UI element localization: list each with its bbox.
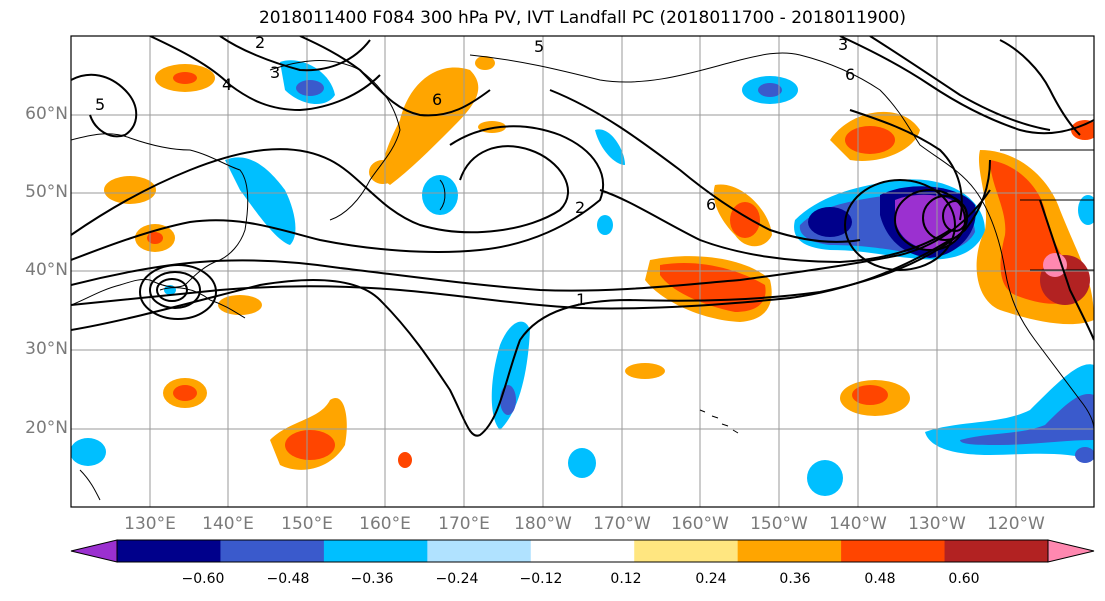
lon-label: 180°W <box>514 514 572 534</box>
contour-label: 3 <box>270 63 280 82</box>
colorbar-tick-label: −0.12 <box>519 571 563 587</box>
colorbar-segment <box>220 540 325 562</box>
colorbar-tick-label: −0.36 <box>350 571 394 587</box>
colorbar <box>70 539 1095 563</box>
colorbar-frame <box>116 539 1049 563</box>
contour-label: 6 <box>706 195 716 214</box>
colorbar-segment <box>530 540 635 562</box>
contour-label: 4 <box>222 75 232 94</box>
colorbar-tick-label: 0.12 <box>610 571 642 587</box>
contour-label: 2 <box>255 33 265 52</box>
contour-label: 6 <box>845 65 855 84</box>
coastlines <box>71 52 1094 501</box>
colorbar-segment <box>427 540 532 562</box>
lon-label: 150°W <box>750 514 808 534</box>
lon-label: 140°E <box>202 514 254 534</box>
colorbar-tick-label: −0.48 <box>266 571 310 587</box>
contour-labels: 2 3 4 5 5 6 6 3 6 1 2 <box>95 33 855 309</box>
lon-label: 160°W <box>671 514 729 534</box>
colorbar-tick-label: 0.60 <box>948 571 980 587</box>
colorbar-segment <box>634 540 739 562</box>
colorbar-segment <box>841 540 946 562</box>
lat-label: 50°N <box>25 182 68 202</box>
map-title: 2018011400 F084 300 hPa PV, IVT Landfall… <box>258 8 906 28</box>
lat-label: 30°N <box>25 339 68 359</box>
colorbar-tick-label: −0.24 <box>435 571 479 587</box>
lat-label: 60°N <box>25 104 68 124</box>
lon-label: 120°W <box>987 514 1045 534</box>
colorbar-segment <box>117 540 221 562</box>
colorbar-segment <box>323 540 428 562</box>
contour-label: 5 <box>95 95 105 114</box>
map-plot-area: 2 3 4 5 5 6 6 3 6 1 2 <box>71 33 1094 507</box>
lon-label: 130°W <box>908 514 966 534</box>
positive-anomaly-shading <box>104 56 1094 470</box>
pv-contours <box>71 36 1094 437</box>
contour-label: 5 <box>534 37 544 56</box>
negative-anomaly-shading <box>71 60 1094 496</box>
colorbar-tick-label: 0.48 <box>864 571 896 587</box>
contour-label: 1 <box>576 290 586 309</box>
colorbar-extend-max <box>1047 539 1095 563</box>
lon-label: 150°E <box>281 514 333 534</box>
colorbar-segment <box>944 540 1049 562</box>
contour-label: 6 <box>432 90 442 109</box>
lat-label: 20°N <box>25 418 68 438</box>
colorbar-tick-label: −0.60 <box>181 571 225 587</box>
map-frame <box>70 35 1095 508</box>
contour-label: 2 <box>575 198 585 217</box>
lon-label: 160°E <box>359 514 411 534</box>
lon-label: 170°W <box>593 514 651 534</box>
lon-label: 170°E <box>438 514 490 534</box>
lon-label: 140°W <box>829 514 887 534</box>
gridlines <box>71 36 1094 507</box>
colorbar-tick-label: 0.24 <box>695 571 727 587</box>
lat-label: 40°N <box>25 260 68 280</box>
colorbar-extend-min <box>70 539 118 563</box>
contour-label: 3 <box>838 35 848 54</box>
lon-label: 130°E <box>124 514 176 534</box>
colorbar-tick-label: 0.36 <box>779 571 811 587</box>
colorbar-segment <box>737 540 842 562</box>
